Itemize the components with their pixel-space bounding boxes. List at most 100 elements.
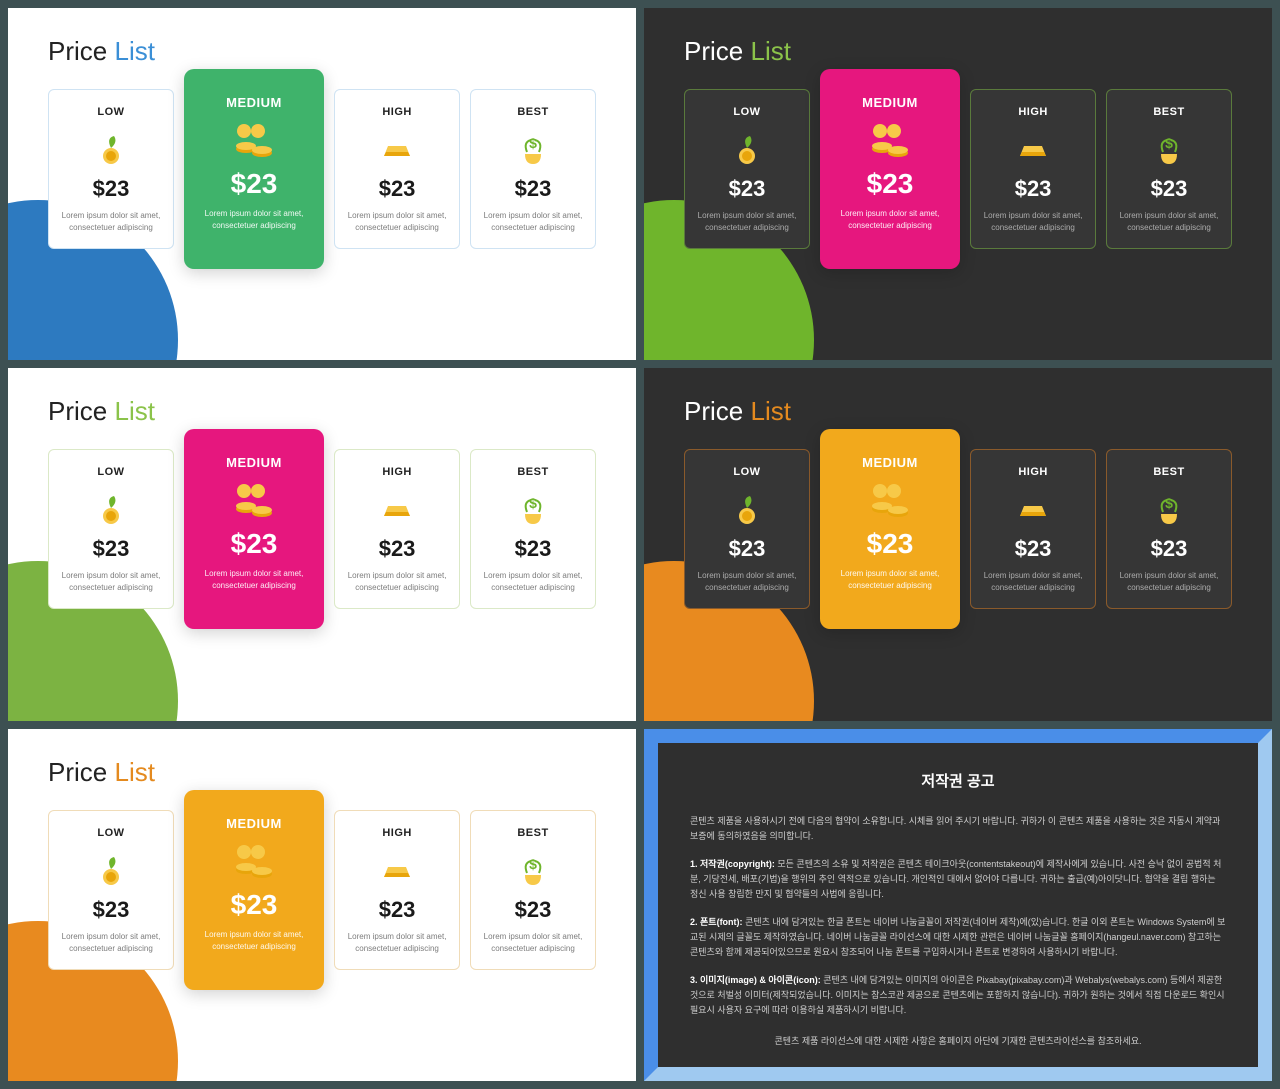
title-word1: Price (48, 396, 107, 426)
coin-leaf-icon (57, 849, 165, 891)
copyright-p1-label: 1. 저작권(copyright): (690, 859, 775, 869)
price-value: $23 (979, 536, 1087, 562)
gold-bar-icon (343, 849, 451, 891)
title-word2: List (114, 396, 154, 426)
page-title: Price List (48, 36, 596, 67)
price-value: $23 (192, 168, 316, 200)
plan-desc: Lorem ipsum dolor sit amet, consectetuer… (1115, 210, 1223, 234)
card-low[interactable]: LOW $23 Lorem ipsum dolor sit amet, cons… (684, 449, 810, 609)
plan-desc: Lorem ipsum dolor sit amet, consectetuer… (479, 931, 587, 955)
title-word1: Price (684, 36, 743, 66)
plan-label: HIGH (979, 466, 1087, 478)
card-low[interactable]: LOW $23 Lorem ipsum dolor sit amet, cons… (48, 449, 174, 609)
plan-label: LOW (693, 466, 801, 478)
svg-text:$: $ (529, 856, 537, 872)
plan-label: BEST (479, 106, 587, 118)
copyright-p2: 2. 폰트(font): 콘텐츠 내에 담겨있는 한글 폰트는 네이버 나눔글꼴… (690, 915, 1226, 961)
plan-desc: Lorem ipsum dolor sit amet, consectetuer… (828, 208, 952, 232)
money-pot-icon: $ (1115, 488, 1223, 530)
copyright-p2-text: 콘텐츠 내에 담겨있는 한글 폰트는 네이버 나눔글꼴이 저작권(네이버 제작)… (690, 917, 1225, 958)
money-pot-icon: $ (1115, 128, 1223, 170)
card-high[interactable]: HIGH $23 Lorem ipsum dolor sit amet, con… (970, 89, 1096, 249)
slide-pricing-5: Price List LOW $23 Lorem ipsum dolor sit… (8, 729, 636, 1081)
price-value: $23 (192, 889, 316, 921)
price-value: $23 (343, 536, 451, 562)
plan-desc: Lorem ipsum dolor sit amet, consectetuer… (693, 570, 801, 594)
pricing-cards: LOW $23 Lorem ipsum dolor sit amet, cons… (48, 449, 596, 609)
plan-label: LOW (57, 466, 165, 478)
plan-label: BEST (1115, 106, 1223, 118)
coin-leaf-icon (57, 488, 165, 530)
card-best[interactable]: BEST $ $23 Lorem ipsum dolor sit amet, c… (1106, 89, 1232, 249)
card-medium-featured[interactable]: MEDIUM $23 Lorem ipsum dolor sit amet, c… (820, 69, 960, 269)
price-value: $23 (693, 176, 801, 202)
card-medium-featured[interactable]: MEDIUM $23 Lorem ipsum dolor sit amet, c… (820, 429, 960, 629)
plan-label: MEDIUM (828, 455, 952, 470)
gold-bar-icon (979, 128, 1087, 170)
svg-text:$: $ (1165, 495, 1173, 511)
plan-label: LOW (57, 106, 165, 118)
card-medium-featured[interactable]: MEDIUM $23 Lorem ipsum dolor sit amet, c… (184, 790, 324, 990)
pricing-cards: LOW $23 Lorem ipsum dolor sit amet, cons… (684, 449, 1232, 609)
price-value: $23 (479, 176, 587, 202)
copyright-p3-label: 3. 이미지(image) & 아이콘(icon): (690, 975, 821, 985)
card-best[interactable]: BEST $ $23 Lorem ipsum dolor sit amet, c… (470, 89, 596, 249)
plan-desc: Lorem ipsum dolor sit amet, consectetuer… (192, 929, 316, 953)
plan-desc: Lorem ipsum dolor sit amet, consectetuer… (979, 570, 1087, 594)
plan-label: MEDIUM (192, 816, 316, 831)
card-medium-featured[interactable]: MEDIUM $23 Lorem ipsum dolor sit amet, c… (184, 69, 324, 269)
price-value: $23 (693, 536, 801, 562)
money-pot-icon: $ (479, 849, 587, 891)
card-best[interactable]: BEST $ $23 Lorem ipsum dolor sit amet, c… (470, 810, 596, 970)
coins-stack-icon (192, 841, 316, 883)
card-high[interactable]: HIGH $23 Lorem ipsum dolor sit amet, con… (334, 89, 460, 249)
card-high[interactable]: HIGH $23 Lorem ipsum dolor sit amet, con… (334, 810, 460, 970)
plan-label: BEST (1115, 466, 1223, 478)
pricing-cards: LOW $23 Lorem ipsum dolor sit amet, cons… (684, 89, 1232, 249)
money-pot-icon: $ (479, 128, 587, 170)
slide-pricing-1: Price List LOW $23 Lorem ipsum dolor sit… (8, 8, 636, 360)
gold-bar-icon (343, 488, 451, 530)
card-medium-featured[interactable]: MEDIUM $23 Lorem ipsum dolor sit amet, c… (184, 429, 324, 629)
plan-label: LOW (693, 106, 801, 118)
page-title: Price List (48, 757, 596, 788)
coin-leaf-icon (693, 128, 801, 170)
price-value: $23 (343, 176, 451, 202)
coins-stack-icon (192, 120, 316, 162)
plan-label: BEST (479, 466, 587, 478)
price-value: $23 (57, 897, 165, 923)
plan-label: HIGH (343, 466, 451, 478)
plan-desc: Lorem ipsum dolor sit amet, consectetuer… (57, 210, 165, 234)
slide-pricing-3: Price List LOW $23 Lorem ipsum dolor sit… (8, 368, 636, 720)
money-pot-icon: $ (479, 488, 587, 530)
coins-stack-icon (192, 480, 316, 522)
plan-desc: Lorem ipsum dolor sit amet, consectetuer… (479, 570, 587, 594)
slide-pricing-2: Price List LOW $23 Lorem ipsum dolor sit… (644, 8, 1272, 360)
price-value: $23 (1115, 536, 1223, 562)
card-high[interactable]: HIGH $23 Lorem ipsum dolor sit amet, con… (334, 449, 460, 609)
card-low[interactable]: LOW $23 Lorem ipsum dolor sit amet, cons… (48, 810, 174, 970)
gold-bar-icon (979, 488, 1087, 530)
plan-label: MEDIUM (192, 455, 316, 470)
card-high[interactable]: HIGH $23 Lorem ipsum dolor sit amet, con… (970, 449, 1096, 609)
plan-label: LOW (57, 827, 165, 839)
coin-leaf-icon (693, 488, 801, 530)
card-low[interactable]: LOW $23 Lorem ipsum dolor sit amet, cons… (48, 89, 174, 249)
pricing-cards: LOW $23 Lorem ipsum dolor sit amet, cons… (48, 89, 596, 249)
card-low[interactable]: LOW $23 Lorem ipsum dolor sit amet, cons… (684, 89, 810, 249)
plan-desc: Lorem ipsum dolor sit amet, consectetuer… (828, 568, 952, 592)
plan-desc: Lorem ipsum dolor sit amet, consectetuer… (1115, 570, 1223, 594)
price-value: $23 (1115, 176, 1223, 202)
card-best[interactable]: BEST $ $23 Lorem ipsum dolor sit amet, c… (470, 449, 596, 609)
plan-label: MEDIUM (828, 95, 952, 110)
card-best[interactable]: BEST $ $23 Lorem ipsum dolor sit amet, c… (1106, 449, 1232, 609)
plan-label: HIGH (979, 106, 1087, 118)
slide-pricing-4: Price List LOW $23 Lorem ipsum dolor sit… (644, 368, 1272, 720)
coins-stack-icon (828, 480, 952, 522)
copyright-p1: 1. 저작권(copyright): 모든 콘텐츠의 소유 및 저작권은 콘텐츠… (690, 857, 1226, 903)
title-word2: List (750, 36, 790, 66)
copyright-title: 저작권 공고 (690, 769, 1226, 795)
slide-copyright: 저작권 공고 콘텐츠 제품을 사용하시기 전에 다음의 협약이 소유합니다. 시… (644, 729, 1272, 1081)
price-value: $23 (343, 897, 451, 923)
plan-desc: Lorem ipsum dolor sit amet, consectetuer… (343, 931, 451, 955)
